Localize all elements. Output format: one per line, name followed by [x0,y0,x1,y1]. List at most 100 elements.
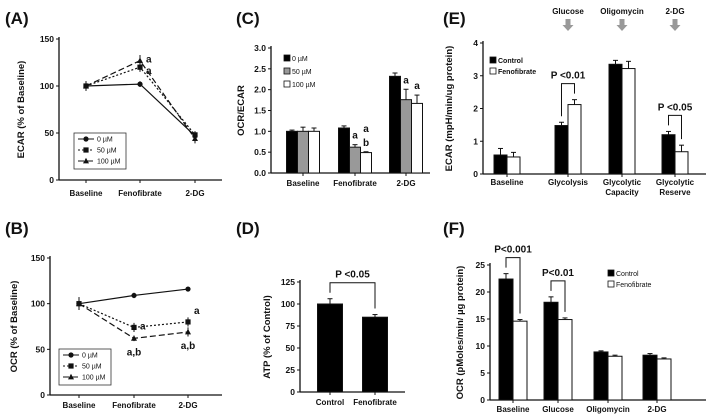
bar [286,130,298,174]
x-tick-label: Capacity [605,188,639,197]
y-tick-label: 5 [480,368,485,378]
legend-swatch [489,56,497,64]
significance-label: a [403,75,409,86]
significance-bracket [561,83,575,117]
bar [554,125,569,175]
arrow-down-icon [669,19,681,31]
legend-label: Control [616,271,639,278]
x-tick-label: Reserve [659,188,691,197]
series-0 [317,298,388,393]
panel-d: (D) 0 25 50 75 100 125 ATP (% of Control) Contro… [236,219,405,407]
data-point [76,300,82,307]
series-2 [308,94,423,174]
significance-bracket [550,280,566,312]
series-0 [76,286,191,311]
y-tick-label: 100 [281,299,295,309]
treatment-label: 2-DG [665,7,684,16]
legend-swatch [283,54,291,62]
y-tick-label: 25 [476,260,486,270]
y-tick-label: 1 [473,136,478,146]
bar [400,99,412,174]
treatment-label: Glucose [552,7,584,16]
bar [608,63,623,175]
x-tick-label: Baseline [287,179,320,188]
y-tick-label: 1.5 [254,106,266,116]
bar [593,351,609,401]
bar [512,320,528,401]
y-tick-label: 2.5 [254,64,266,74]
legend: Control Fenofibrate [607,269,652,289]
legend: 0 µM 50 µM 100 µM [283,54,316,89]
bar [567,104,582,175]
legend-marker [68,373,74,380]
y-tick-label: 150 [31,253,45,263]
significance-bracket [329,282,376,309]
data-point [185,286,191,292]
y-tick-label: 0.0 [254,168,266,178]
y-tick-label: 0 [473,169,478,179]
bar [661,134,676,175]
y-tick-label: 15 [476,314,486,324]
legend-label: 50 µM [292,69,312,76]
data-point [137,81,143,87]
x-tick-label: Fenofibrate [118,189,162,198]
y-axis-title: OCR (pMoles/min/ µg protein) [455,266,466,400]
data-point [131,292,137,299]
series-1 [506,60,689,175]
x-tick-label: Glycolytic [603,178,642,187]
y-tick-label: 0 [290,387,295,397]
panel-label: (A) [5,9,29,28]
bar [349,146,361,174]
p-value-label: P <0.01 [551,71,586,82]
y-axis-title: OCR/ECAR [236,85,247,136]
data-point [185,328,191,335]
significance-label: a [146,55,152,66]
significance-bracket [505,257,521,314]
significance-label: a [414,81,420,92]
y-tick-label: 25 [286,365,296,375]
series-line [85,83,196,137]
legend-marker [68,352,74,358]
significance-label: a [146,66,152,77]
legend-swatch [283,67,291,75]
significance-label: a [194,306,200,317]
x-tick-label: 2-DG [396,179,415,188]
bar [317,303,343,393]
bar [411,102,423,174]
series-1 [83,62,198,139]
y-tick-label: 50 [286,343,296,353]
series-0 [498,273,658,401]
p-value-label: P <0.05 [335,270,370,281]
panel-b: (B) 0 50 100 150 OCR (% of Baseline) Baseline F… [5,219,222,410]
bar [607,355,623,401]
significance-bracket [668,114,682,140]
x-tick-label: Fenofibrate [333,179,377,188]
legend-marker [83,157,89,164]
legend-label: 50 µM [97,148,117,155]
bar [543,301,559,401]
data-point [131,324,137,331]
y-axis-title: ECAR (% of Baseline) [16,61,27,159]
bar [338,127,350,174]
panel-f: (F) 0 5 10 15 20 25 OCR (pMoles/min/ µg protein… [443,219,706,414]
data-point [83,82,89,89]
arrow-down-icon [616,19,628,31]
y-tick-label: 3 [473,71,478,81]
x-tick-label: 2-DG [178,401,197,410]
x-tick-label: Glucose [542,405,574,414]
series-1 [76,297,191,332]
bar [498,278,514,401]
legend-swatch [283,80,291,88]
data-point [137,64,143,70]
bar [362,316,388,393]
bar [642,354,658,401]
y-tick-label: 0 [480,395,485,405]
x-tick-label: Baseline [497,405,530,414]
x-tick-label: Baseline [70,189,103,198]
y-tick-label: 2 [473,104,478,114]
p-value-label: P <0.05 [658,102,693,113]
legend-label: 0 µM [82,353,98,360]
arrow-down-icon [562,19,574,31]
y-axis-title: OCR (% of Baseline) [9,281,20,373]
